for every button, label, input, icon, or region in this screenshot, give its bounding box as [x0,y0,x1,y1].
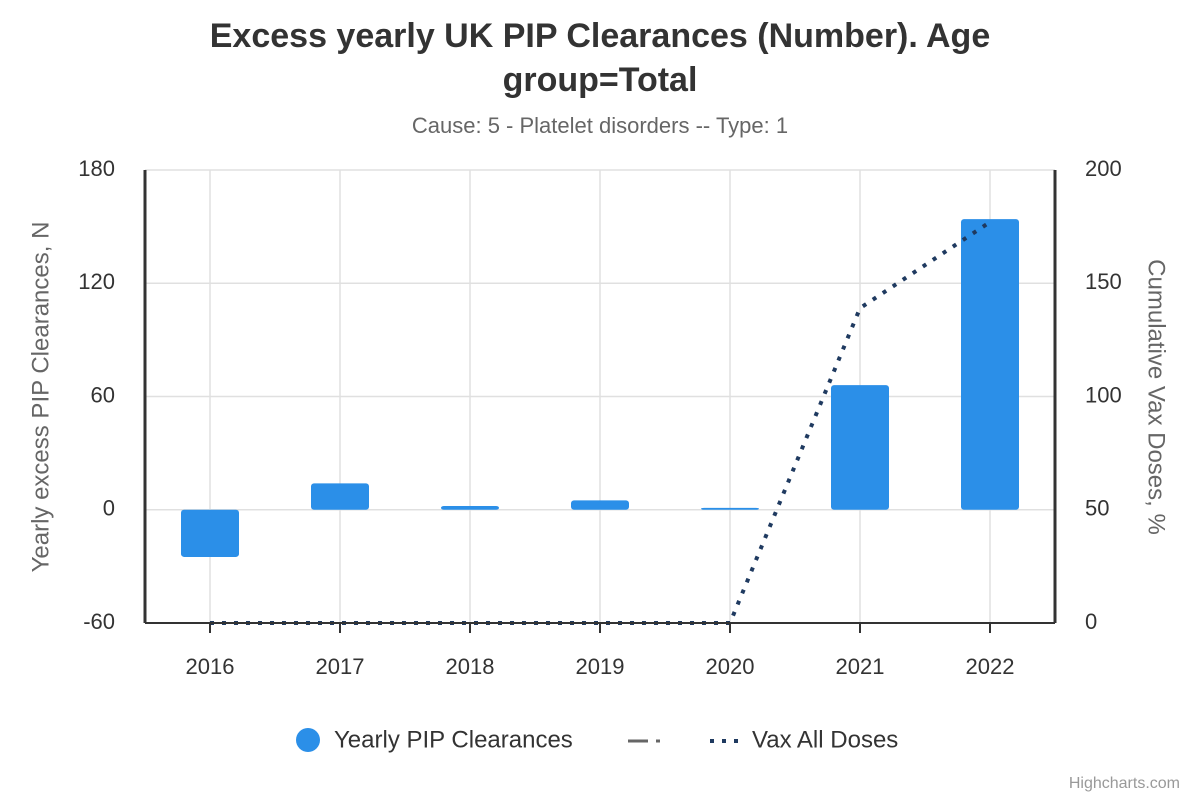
bar [311,483,369,510]
bar [181,509,239,557]
chart-subtitle: Cause: 5 - Platelet disorders -- Type: 1 [412,113,788,138]
y-tick-label: 180 [78,156,115,181]
legend-label[interactable]: Vax All Doses [752,726,898,753]
y-tick-label: -60 [83,609,115,634]
marks [181,219,1019,625]
y-tick-label: 0 [103,496,115,521]
x-tick-label: 2022 [966,654,1015,679]
y2-axis-label: Cumulative Vax Doses, % [1143,259,1170,535]
x-tick-label: 2018 [446,654,495,679]
legend: Yearly PIP Clearances Vax All Doses [296,726,898,753]
bar [701,507,759,510]
y2-tick-label: 0 [1085,609,1097,634]
bar [571,500,629,510]
y-tick-label: 120 [78,269,115,294]
y2-tick-label: 200 [1085,156,1122,181]
y2-tick-label: 50 [1085,496,1109,521]
x-tick-label: 2021 [836,654,885,679]
y-tick-label: 60 [91,382,115,407]
x-tick-label: 2017 [316,654,365,679]
credit: Highcharts.com [1069,775,1180,792]
y2-tick-label: 150 [1085,269,1122,294]
legend-label[interactable]: Yearly PIP Clearances [334,726,573,753]
grid [145,169,1055,624]
y2-tick-label: 100 [1085,382,1122,407]
x-tick-label: 2019 [576,654,625,679]
x-tick-label: 2016 [186,654,235,679]
bar [441,505,499,510]
legend-symbol [296,728,320,752]
bar [831,385,889,510]
y-axis-label: Yearly excess PIP Clearances, N [27,222,54,573]
chart-title: Excess yearly UK PIP Clearances (Number)… [210,17,991,99]
x-tick-label: 2020 [706,654,755,679]
bar [961,219,1019,510]
